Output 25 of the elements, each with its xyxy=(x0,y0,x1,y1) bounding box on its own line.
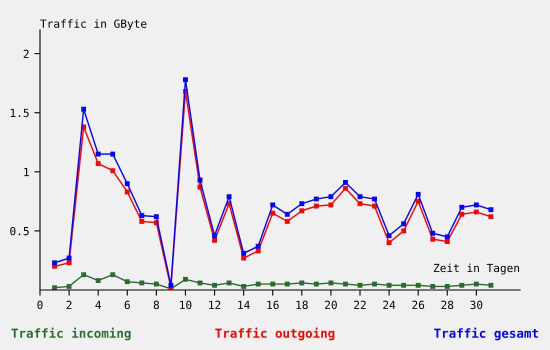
text: Traffic incoming xyxy=(12,328,131,340)
x-tick-label: 22 xyxy=(354,300,366,309)
x-tick-label: 24 xyxy=(383,300,396,309)
text: Traffic gesamt xyxy=(434,328,538,340)
y-axis-title: Traffic in GByte xyxy=(40,19,146,30)
x-tick-label: 18 xyxy=(296,300,308,310)
x-axis-title: Zeit in Tagen xyxy=(434,264,520,274)
x-tick-label: 6 xyxy=(124,300,130,310)
y-tick-label: 2 xyxy=(24,50,29,58)
x-tick-label: 16 xyxy=(267,300,279,310)
x-tick-label: 14 xyxy=(238,300,250,309)
x-tick-label: 28 xyxy=(441,300,454,310)
x-tick-label: 30 xyxy=(470,300,482,310)
y-tick-label: 1 xyxy=(24,168,29,176)
x-tick-label: 12 xyxy=(209,300,220,309)
x-tick-label: 10 xyxy=(180,300,192,310)
x-tick-label: 0 xyxy=(37,300,43,310)
x-tick-label: 2 xyxy=(66,300,72,309)
y-tick-label: 1.5 xyxy=(10,108,29,118)
x-tick-label: 4 xyxy=(95,300,101,309)
text: Traffic outgoing xyxy=(215,328,334,340)
y-tick-label: 0.5 xyxy=(10,226,29,236)
x-tick-label: 20 xyxy=(325,300,337,310)
x-tick-label: 26 xyxy=(412,300,424,310)
x-tick-label: 8 xyxy=(154,300,159,310)
